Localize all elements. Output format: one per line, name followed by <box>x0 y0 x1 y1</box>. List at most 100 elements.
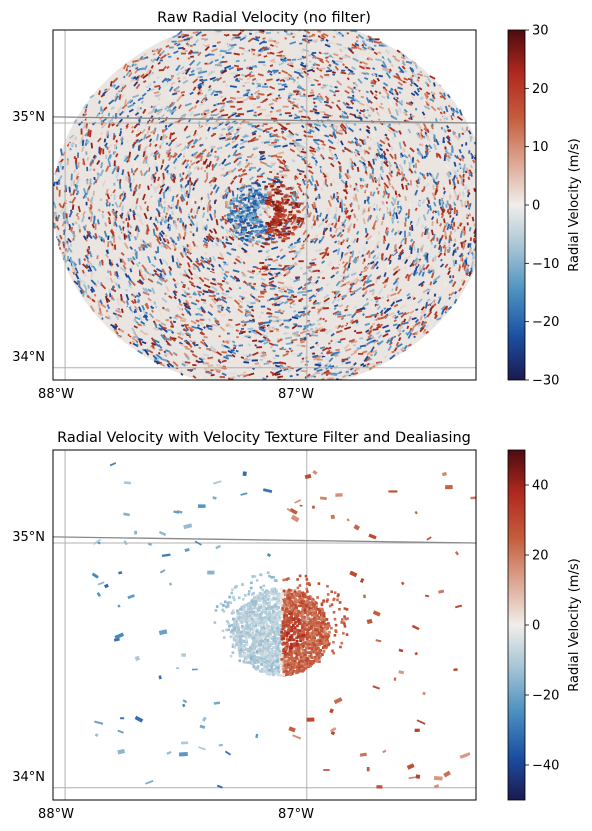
top-velocity-gate <box>468 172 471 177</box>
top-velocity-gate <box>218 161 224 167</box>
top-velocity-gate <box>445 204 448 208</box>
top-velocity-gate <box>359 337 364 340</box>
top-velocity-gate <box>413 82 419 88</box>
top-velocity-gate <box>221 351 227 354</box>
top-velocity-gate <box>167 53 170 56</box>
top-velocity-gate <box>247 270 255 275</box>
top-velocity-gate <box>161 297 168 303</box>
top-velocity-gate <box>276 165 280 168</box>
top-velocity-gate <box>107 112 111 117</box>
top-velocity-gate <box>371 202 376 208</box>
top-velocity-gate <box>316 358 323 361</box>
top-velocity-gate <box>248 372 255 377</box>
top-velocity-gate <box>258 321 266 326</box>
top-velocity-gate <box>291 77 294 80</box>
top-velocity-gate <box>414 107 418 111</box>
top-velocity-gate <box>301 124 305 129</box>
top-velocity-gate <box>152 80 156 84</box>
top-velocity-gate <box>212 289 219 294</box>
top-velocity-gate <box>237 161 243 169</box>
top-velocity-gate <box>69 193 73 197</box>
top-velocity-gate <box>189 265 194 270</box>
top-velocity-gate <box>445 136 451 142</box>
top-velocity-gate <box>353 344 356 347</box>
top-velocity-gate <box>258 297 265 300</box>
top-velocity-gate <box>198 201 202 205</box>
top-velocity-gate <box>219 265 225 272</box>
top-velocity-gate <box>140 73 145 78</box>
top-velocity-gate <box>240 257 243 260</box>
top-velocity-gate <box>325 349 331 355</box>
top-velocity-gate <box>270 212 273 216</box>
top-velocity-gate <box>439 106 444 112</box>
top-velocity-gate <box>339 233 344 238</box>
top-velocity-gate <box>111 123 115 127</box>
top-velocity-gate <box>170 110 175 116</box>
top-velocity-gate <box>330 222 334 226</box>
top-velocity-gate <box>276 109 280 112</box>
top-velocity-gate <box>454 229 457 233</box>
top-velocity-gate <box>312 352 316 355</box>
top-velocity-gate <box>306 101 312 104</box>
top-velocity-gate <box>155 356 160 361</box>
top-velocity-gate <box>427 232 430 240</box>
top-velocity-gate <box>415 219 420 227</box>
top-velocity-gate <box>478 246 480 252</box>
top-velocity-gate <box>160 293 166 298</box>
top-velocity-gate <box>152 52 156 56</box>
top-velocity-gate <box>184 49 188 53</box>
top-velocity-gate <box>284 85 288 88</box>
top-velocity-gate <box>283 127 287 131</box>
top-velocity-gate <box>449 231 452 235</box>
top-velocity-gate <box>331 290 338 293</box>
top-velocity-gate <box>106 130 110 133</box>
top-velocity-gate <box>372 318 376 322</box>
top-velocity-gate <box>309 149 317 153</box>
top-velocity-gate <box>59 234 63 240</box>
top-velocity-gate <box>467 181 470 186</box>
top-velocity-gate <box>473 223 476 227</box>
top-velocity-gate <box>65 217 70 225</box>
top-velocity-gate <box>279 170 283 173</box>
top-velocity-gate <box>258 327 266 333</box>
top-velocity-gate <box>248 176 255 181</box>
top-velocity-gate <box>296 249 301 256</box>
top-velocity-gate <box>160 164 164 170</box>
top-velocity-gate <box>71 222 75 226</box>
top-velocity-gate <box>417 76 421 80</box>
top-velocity-gate <box>160 322 167 327</box>
top-velocity-gate <box>324 103 332 108</box>
top-velocity-gate <box>192 30 200 34</box>
top-velocity-gate <box>53 201 57 209</box>
top-velocity-gate <box>164 308 170 313</box>
top-velocity-gate <box>219 376 226 379</box>
top-velocity-gate <box>347 228 350 233</box>
top-velocity-gate <box>256 388 262 392</box>
top-velocity-gate <box>367 333 373 339</box>
top-velocity-gate <box>371 174 375 180</box>
top-velocity-gate <box>285 326 290 329</box>
top-velocity-gate <box>375 192 378 199</box>
top-velocity-gate <box>260 284 266 288</box>
top-velocity-gate <box>93 155 98 160</box>
top-velocity-gate <box>272 258 279 263</box>
top-velocity-gate <box>270 381 273 383</box>
top-velocity-gate <box>210 327 216 330</box>
top-velocity-gate <box>356 218 359 221</box>
top-velocity-gate <box>309 150 316 157</box>
top-velocity-gate <box>133 325 138 329</box>
top-velocity-gate <box>138 183 141 189</box>
top-velocity-gate <box>446 129 451 133</box>
top-velocity-gate <box>276 329 279 332</box>
top-velocity-gate <box>220 167 225 171</box>
top-velocity-gate <box>330 274 336 279</box>
top-velocity-gate <box>306 381 309 384</box>
top-velocity-gate <box>345 215 349 219</box>
top-velocity-gate <box>272 69 279 72</box>
top-velocity-gate <box>363 258 366 262</box>
top-velocity-gate <box>478 240 481 247</box>
top-velocity-gate <box>62 242 65 245</box>
top-velocity-gate <box>90 142 94 149</box>
top-velocity-gate <box>341 56 347 59</box>
top-velocity-gate <box>308 299 312 302</box>
